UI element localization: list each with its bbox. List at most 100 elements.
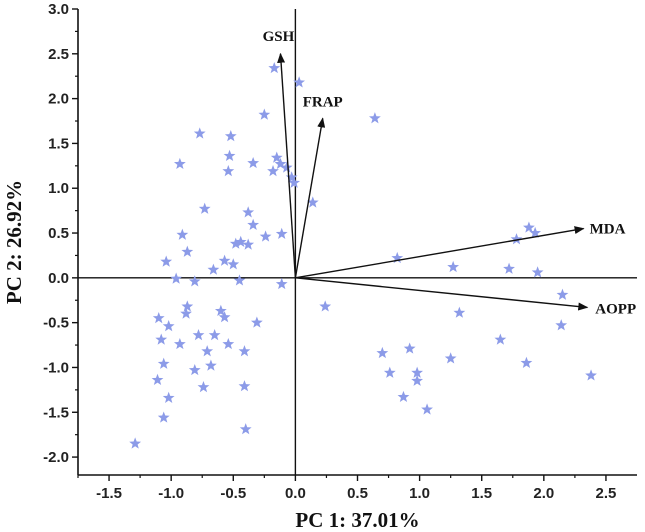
loading-vectors: GSH FRAP MDA AOPP	[263, 29, 637, 318]
data-point-star	[368, 112, 381, 124]
data-point-star	[319, 300, 332, 312]
data-point-star	[510, 233, 523, 245]
data-point-star	[376, 346, 389, 359]
reference-lines	[78, 9, 637, 475]
y-axis-title: PC 2: 26.92%	[2, 180, 26, 304]
data-point-star	[188, 363, 201, 376]
y-tick-label: 2.5	[48, 46, 69, 63]
data-point-star	[556, 288, 569, 300]
data-point-star	[523, 221, 535, 233]
x-tick-label: -1.5	[96, 485, 122, 502]
data-point-star	[173, 337, 186, 350]
data-point-star	[274, 157, 287, 170]
data-point-star	[280, 161, 293, 173]
data-point-star	[453, 306, 466, 318]
x-tick-label: 2.5	[596, 485, 617, 502]
data-point-star	[391, 251, 404, 264]
x-tick-label: 0.5	[347, 485, 368, 502]
data-point-star	[207, 263, 220, 275]
data-point-star	[234, 235, 247, 248]
data-point-star	[218, 254, 231, 266]
vector-arrow-frap	[294, 117, 326, 278]
data-point-star	[585, 369, 597, 381]
data-point-star	[247, 218, 260, 230]
x-tick-label: -0.5	[220, 485, 246, 502]
data-point-star	[503, 262, 515, 274]
y-axis-ticks: 3.0 2.5 2.0 1.5 1.0 0.5 0.0 -0.5 -1.0 -1.5 -2.0	[43, 1, 78, 466]
x-axis-ticks: -1.5 -1.0 -0.5 0.0 0.5 1.0 1.5 2.0 2.5	[77, 475, 617, 502]
data-point-star	[267, 165, 279, 177]
data-point-star	[275, 227, 288, 239]
y-tick-label: -1.0	[43, 359, 69, 376]
data-point-star	[250, 316, 263, 328]
vector-label-frap: FRAP	[303, 94, 343, 110]
data-point-star	[201, 345, 214, 357]
data-point-star	[238, 380, 251, 392]
data-point-star	[152, 311, 165, 324]
data-point-star	[242, 206, 255, 218]
data-point-star	[218, 311, 231, 323]
data-point-star	[529, 226, 542, 239]
data-point-star	[555, 319, 568, 331]
data-point-star	[162, 391, 175, 403]
data-point-star	[205, 359, 217, 371]
vector-arrow-mda	[295, 226, 585, 279]
y-tick-label: 3.0	[48, 1, 69, 18]
y-tick-label: 2.0	[48, 91, 69, 108]
data-point-star	[222, 165, 235, 177]
data-point-star	[192, 329, 205, 341]
data-point-star	[180, 307, 192, 319]
data-point-star	[411, 366, 424, 378]
data-point-star	[531, 266, 544, 278]
data-point-star	[258, 108, 271, 120]
y-tick-label: 0.0	[48, 270, 69, 287]
y-tick-label: 1.0	[48, 180, 69, 197]
data-point-star	[411, 374, 424, 386]
data-point-star	[268, 61, 281, 74]
data-point-star	[275, 277, 288, 290]
data-point-star	[229, 237, 242, 249]
y-tick-label: -2.0	[43, 449, 69, 466]
vector-label-aopp: AOPP	[595, 301, 636, 317]
x-axis-title: PC 1: 37.01%	[295, 508, 419, 532]
y-tick-label: 1.5	[48, 135, 69, 152]
data-point-star	[162, 320, 175, 332]
data-point-star	[242, 238, 255, 250]
vector-arrow-gsh	[277, 52, 297, 278]
data-point-star	[239, 423, 252, 435]
data-point-star	[238, 345, 251, 357]
data-point-star	[293, 76, 306, 88]
data-point-star	[444, 352, 457, 364]
y-tick-label: 0.5	[48, 225, 69, 242]
data-point-star	[223, 149, 236, 161]
data-point-star	[181, 245, 194, 257]
data-point-star	[306, 196, 319, 208]
data-point-star	[170, 272, 183, 284]
data-point-star	[285, 171, 298, 183]
data-point-star	[151, 373, 164, 386]
data-point-star	[288, 176, 301, 188]
data-point-star	[176, 228, 189, 240]
x-tick-label: 0.0	[285, 485, 306, 502]
data-point-star	[157, 357, 170, 369]
vector-label-mda: MDA	[590, 222, 626, 238]
x-tick-label: 1.5	[471, 485, 492, 502]
data-point-star	[259, 230, 272, 242]
data-point-star	[247, 156, 260, 169]
data-point-star	[214, 304, 227, 317]
data-point-star	[208, 329, 221, 341]
data-point-star	[270, 151, 283, 163]
data-point-star	[520, 356, 533, 368]
data-point-star	[129, 437, 142, 449]
data-point-star	[197, 380, 210, 393]
data-point-star	[157, 411, 170, 423]
data-point-star	[160, 255, 173, 267]
data-point-star	[155, 333, 168, 345]
vector-arrow-aopp	[295, 277, 589, 311]
data-point-star	[233, 274, 246, 286]
y-tick-label: -0.5	[43, 315, 69, 332]
data-point-star	[397, 390, 410, 403]
y-tick-label: -1.5	[43, 404, 69, 421]
data-point-star	[494, 333, 507, 345]
